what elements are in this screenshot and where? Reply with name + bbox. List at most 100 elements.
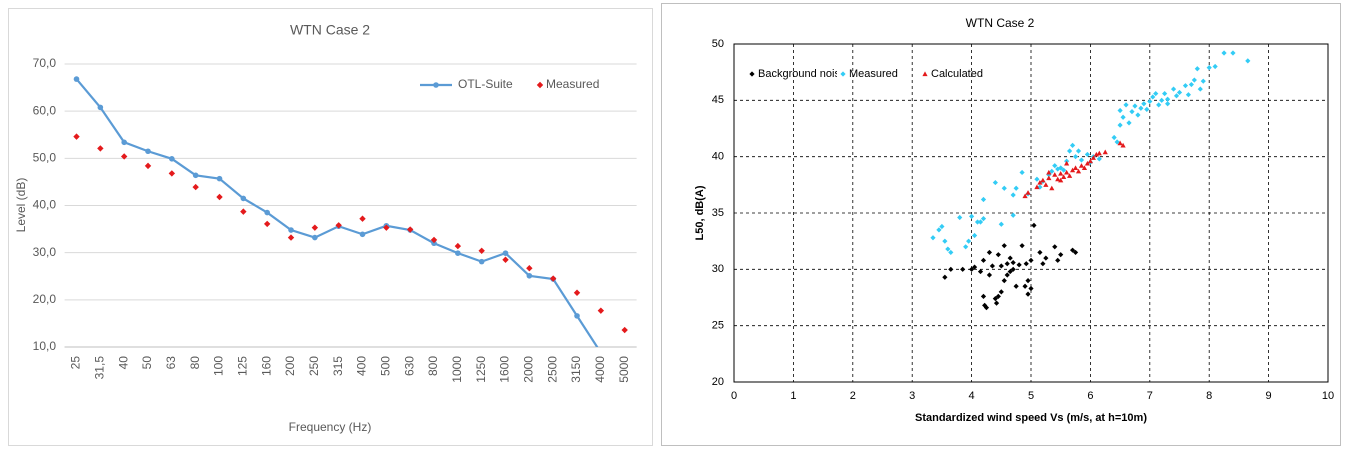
- marker: [1001, 243, 1007, 249]
- marker: [1114, 139, 1120, 145]
- marker: [1013, 283, 1019, 289]
- marker: [1090, 155, 1096, 160]
- marker: [145, 148, 151, 155]
- marker: [431, 240, 437, 247]
- marker: [930, 235, 936, 241]
- marker: [1162, 90, 1168, 97]
- marker: [1170, 86, 1177, 92]
- x-tick-label: 40: [116, 356, 130, 370]
- marker: [1081, 165, 1088, 171]
- x-tick-label: 6: [1087, 390, 1093, 402]
- x-tick-label: 4: [969, 390, 975, 402]
- marker: [992, 296, 998, 302]
- marker: [536, 81, 544, 89]
- marker: [1206, 65, 1212, 71]
- marker: [192, 183, 199, 191]
- marker: [216, 193, 223, 201]
- marker: [597, 307, 605, 314]
- marker: [974, 219, 981, 225]
- y-tick-label: 20: [712, 376, 724, 388]
- marker: [1058, 170, 1064, 176]
- marker: [526, 272, 533, 279]
- marker: [1126, 120, 1132, 126]
- marker: [1120, 142, 1126, 148]
- marker: [1055, 166, 1061, 172]
- marker: [986, 272, 993, 278]
- marker: [121, 139, 127, 146]
- marker: [1055, 176, 1061, 182]
- marker: [1067, 148, 1073, 154]
- marker: [1197, 86, 1203, 92]
- x-tick-label: 2000: [522, 356, 536, 383]
- marker: [312, 234, 318, 241]
- marker: [992, 179, 998, 186]
- marker: [936, 227, 942, 233]
- marker: [502, 256, 509, 263]
- marker: [1004, 272, 1010, 278]
- y-tick-label: 20,0: [33, 292, 57, 306]
- marker: [502, 250, 509, 256]
- marker: [998, 263, 1004, 269]
- marker: [526, 265, 533, 272]
- marker: [168, 170, 176, 177]
- marker: [960, 266, 966, 272]
- marker: [1147, 98, 1153, 105]
- marker: [1052, 163, 1058, 169]
- x-tick-label: 3: [909, 390, 915, 402]
- marker: [971, 232, 978, 239]
- chart-frame: [8, 8, 653, 446]
- x-axis-label: Frequency (Hz): [289, 420, 372, 434]
- marker: [1058, 177, 1064, 183]
- left-chart: WTN Case 2 Frequency (Hz) Level (dB) 10,…: [8, 8, 653, 446]
- marker: [983, 305, 990, 311]
- marker: [1117, 122, 1123, 128]
- x-tick-label: 1600: [498, 356, 512, 383]
- marker: [1185, 92, 1192, 98]
- marker: [1230, 50, 1236, 56]
- x-tick-label: 25: [69, 356, 83, 370]
- marker: [1212, 63, 1218, 70]
- legend-label: Background noise: [758, 68, 846, 80]
- marker: [1123, 102, 1129, 108]
- marker: [1078, 157, 1085, 163]
- marker: [1132, 103, 1138, 109]
- marker: [1040, 177, 1046, 183]
- marker: [749, 71, 755, 77]
- marker: [264, 209, 270, 216]
- marker: [574, 313, 580, 319]
- marker: [1010, 192, 1016, 198]
- marker: [957, 214, 963, 221]
- y-tick-label: 10,0: [33, 339, 57, 353]
- x-tick-label: 63: [164, 356, 178, 370]
- marker: [969, 213, 975, 219]
- marker: [1064, 160, 1070, 166]
- marker: [977, 219, 984, 225]
- marker: [549, 275, 557, 282]
- x-tick-label: 4000: [593, 356, 607, 383]
- marker: [980, 257, 987, 263]
- x-tick-label: 630: [402, 356, 416, 376]
- marker: [1043, 182, 1049, 187]
- marker: [993, 300, 1000, 306]
- marker: [998, 289, 1004, 295]
- marker: [1052, 172, 1058, 177]
- marker: [1117, 140, 1123, 146]
- marker: [478, 247, 485, 254]
- marker: [120, 153, 128, 160]
- marker: [945, 246, 951, 252]
- plot-area: [930, 50, 1251, 311]
- marker: [1022, 283, 1028, 289]
- marker: [986, 249, 993, 256]
- x-tick-label: 200: [283, 356, 297, 376]
- marker: [335, 222, 342, 229]
- marker: [1052, 244, 1058, 250]
- marker: [621, 326, 628, 334]
- marker: [216, 175, 223, 182]
- marker: [1001, 278, 1007, 284]
- marker: [1072, 249, 1079, 256]
- marker: [1025, 190, 1031, 195]
- marker: [1061, 167, 1067, 173]
- marker: [1138, 105, 1144, 111]
- marker: [1022, 193, 1028, 199]
- legend-label: OTL-Suite: [458, 77, 513, 91]
